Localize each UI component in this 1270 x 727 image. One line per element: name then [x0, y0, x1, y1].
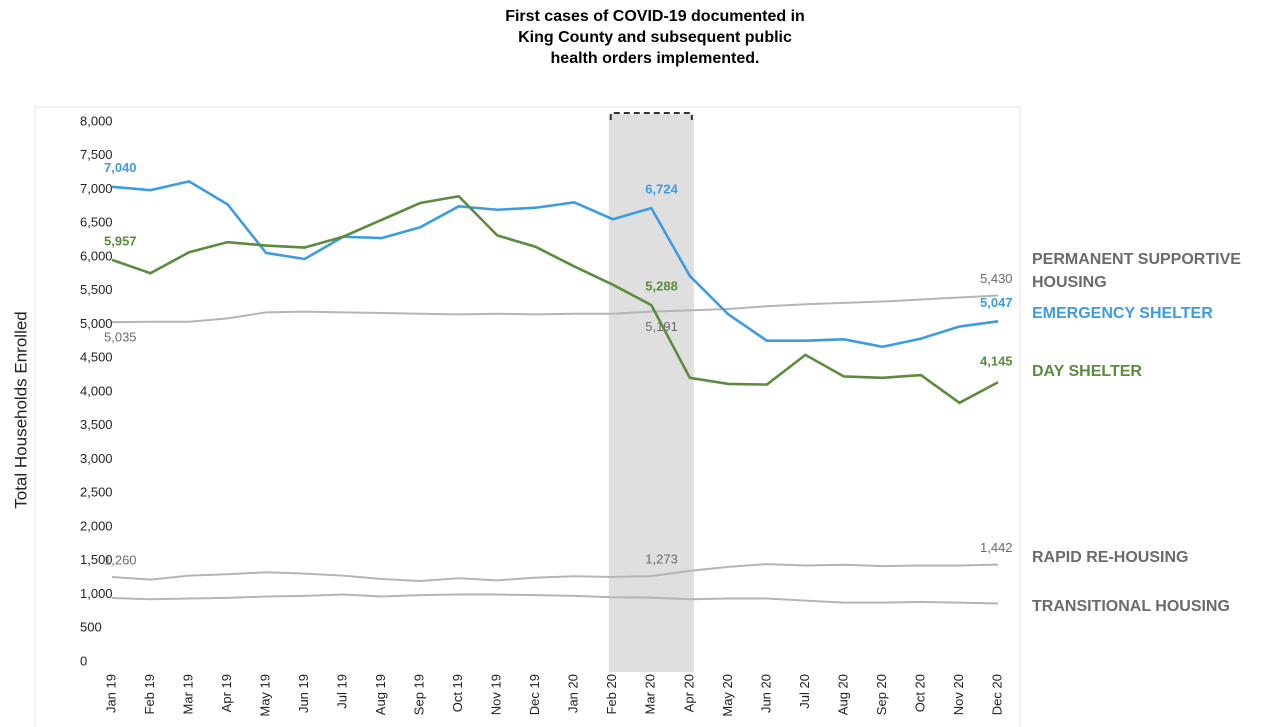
y-tick-label: 6,000 — [80, 248, 113, 263]
y-tick-label: 3,500 — [80, 417, 113, 432]
y-tick-label: 1,000 — [80, 586, 113, 601]
plot-frame — [34, 106, 1021, 727]
y-tick-label: 6,500 — [80, 215, 113, 230]
legend-label: EMERGENCY SHELTER — [1032, 305, 1213, 323]
value-label: 5,430 — [980, 271, 1013, 286]
y-tick-label: 7,500 — [80, 147, 113, 162]
x-tick-label: Mar 19 — [180, 674, 195, 714]
x-tick-label: Feb 20 — [604, 674, 619, 714]
x-tick-label: Oct 20 — [912, 674, 927, 712]
y-tick-label: 0 — [80, 653, 87, 668]
y-tick-label: 2,000 — [80, 518, 113, 533]
x-tick-label: Oct 19 — [450, 674, 465, 712]
x-tick-label: Jan 19 — [103, 674, 118, 713]
x-tick-label: Sep 19 — [412, 674, 427, 715]
x-tick-label: Dec 20 — [989, 674, 1004, 715]
value-label: 4,145 — [980, 354, 1013, 369]
series-line — [111, 294, 999, 324]
y-tick-label: 500 — [80, 620, 102, 635]
y-tick-label: 1,500 — [80, 552, 113, 567]
y-tick-label: 7,000 — [80, 181, 113, 196]
x-tick-label: Apr 20 — [681, 674, 696, 712]
y-tick-label: 4,000 — [80, 383, 113, 398]
x-tick-label: Jan 20 — [566, 674, 581, 713]
y-tick-label: 5,500 — [80, 282, 113, 297]
x-tick-label: Aug 19 — [373, 674, 388, 715]
x-tick-label: Sep 20 — [874, 674, 889, 715]
x-tick-label: Mar 20 — [643, 674, 658, 714]
x-tick-label: Apr 19 — [219, 674, 234, 712]
legend-label: RAPID RE-HOUSING — [1032, 548, 1189, 566]
x-tick-label: Aug 20 — [835, 674, 850, 715]
value-label: 1,273 — [645, 552, 678, 567]
x-tick-label: Dec 19 — [527, 674, 542, 715]
series-line — [111, 593, 999, 605]
series-line — [111, 194, 999, 405]
x-tick-label: Nov 20 — [951, 674, 966, 715]
x-tick-label: May 19 — [258, 674, 273, 717]
y-axis-label: Total Households Enrolled — [11, 311, 30, 509]
x-tick-label: Nov 19 — [489, 674, 504, 715]
y-tick-label: 5,000 — [80, 316, 113, 331]
shaded-period — [608, 114, 694, 672]
y-tick-label: 3,000 — [80, 451, 113, 466]
legend-label: PERMANENT SUPPORTIVE HOUSING — [1032, 251, 1241, 292]
x-tick-label: Jul 20 — [797, 674, 812, 709]
annotation-bracket — [609, 112, 693, 120]
y-tick-label: 4,500 — [80, 350, 113, 365]
value-label: 1,260 — [104, 552, 137, 567]
value-label: 5,957 — [104, 233, 137, 248]
value-label: 7,040 — [104, 160, 137, 175]
y-tick-label: 8,000 — [80, 113, 113, 128]
y-tick-label: 2,500 — [80, 485, 113, 500]
x-tick-label: Jul 19 — [335, 674, 350, 709]
value-label: 5,035 — [104, 330, 137, 345]
x-tick-label: May 20 — [720, 674, 735, 717]
annotation: First cases of COVID-19 documented in Ki… — [505, 8, 805, 67]
value-label: 5,288 — [645, 278, 678, 293]
legend-label: TRANSITIONAL HOUSING — [1032, 597, 1230, 615]
value-label: 1,442 — [980, 540, 1013, 555]
value-label: 5,047 — [980, 295, 1013, 310]
x-tick-label: Feb 19 — [142, 674, 157, 714]
x-tick-label: Jun 19 — [296, 674, 311, 713]
value-label: 6,724 — [645, 182, 678, 197]
legend-label: DAY SHELTER — [1032, 363, 1142, 381]
series-line — [111, 563, 999, 583]
x-tick-label: Jun 20 — [758, 674, 773, 713]
